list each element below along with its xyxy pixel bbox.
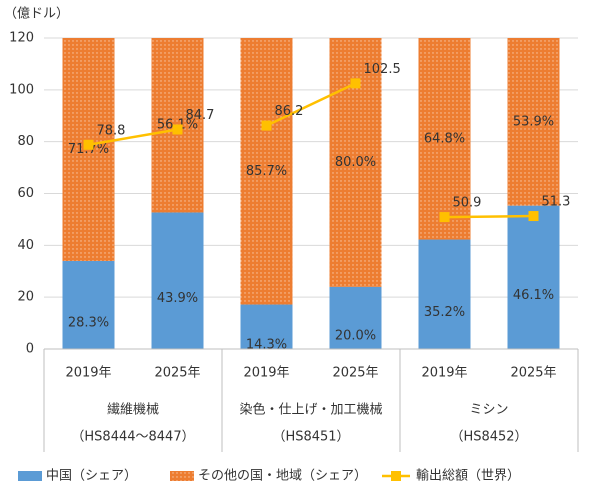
data-label: 86.2 bbox=[275, 104, 304, 119]
line-marker bbox=[350, 78, 361, 89]
legend-label: 中国（シェア） bbox=[46, 469, 137, 484]
bar-segment bbox=[62, 260, 115, 349]
data-label: 64.8% bbox=[424, 131, 465, 146]
data-label: 43.9% bbox=[157, 291, 198, 306]
data-label: 46.1% bbox=[513, 288, 554, 303]
y-tick-label: 20 bbox=[17, 290, 34, 305]
legend-swatch bbox=[170, 471, 194, 481]
data-label: 51.3 bbox=[542, 195, 571, 210]
legend-swatch bbox=[18, 471, 42, 481]
group-label: ミシン bbox=[469, 403, 508, 418]
legend-label: その他の国・地域（シェア） bbox=[198, 469, 367, 484]
bar-segment bbox=[240, 304, 293, 349]
bar-segment bbox=[418, 38, 471, 240]
group-label: 染色・仕上げ・加工機械 bbox=[239, 402, 382, 418]
data-label: 20.0% bbox=[335, 328, 376, 343]
x-tick-label: 2019年 bbox=[65, 366, 111, 381]
x-tick-label: 2025年 bbox=[154, 366, 200, 381]
line-marker bbox=[172, 124, 183, 135]
data-label: 50.9 bbox=[453, 196, 482, 211]
line-marker bbox=[83, 139, 94, 150]
bar-segment bbox=[507, 38, 560, 206]
group-code: （HS8444～8447） bbox=[71, 430, 194, 445]
group-code: （HS8452） bbox=[450, 430, 527, 445]
y-tick-label: 0 bbox=[26, 342, 34, 357]
x-tick-label: 2025年 bbox=[510, 366, 556, 381]
y-unit-label: （億ドル） bbox=[4, 6, 69, 22]
data-label: 28.3% bbox=[68, 315, 109, 330]
bar-segment bbox=[507, 205, 560, 349]
data-label: 53.9% bbox=[513, 114, 554, 129]
data-label: 80.0% bbox=[335, 155, 376, 170]
line-marker bbox=[261, 120, 272, 131]
line bbox=[444, 214, 534, 219]
x-tick-label: 2025年 bbox=[332, 366, 378, 381]
legend-swatch bbox=[391, 471, 401, 481]
data-label: 78.8 bbox=[97, 123, 126, 138]
y-tick-label: 60 bbox=[17, 186, 34, 201]
y-tick-label: 120 bbox=[9, 31, 34, 46]
line-marker bbox=[439, 212, 450, 223]
y-tick-label: 40 bbox=[17, 238, 34, 253]
line bbox=[88, 128, 178, 147]
group-label: 繊維機械 bbox=[107, 402, 159, 418]
bar-segment bbox=[329, 286, 382, 349]
data-label: 102.5 bbox=[364, 62, 401, 77]
data-label: 35.2% bbox=[424, 305, 465, 320]
bar-segment bbox=[418, 239, 471, 349]
y-tick-label: 100 bbox=[9, 82, 34, 97]
x-tick-label: 2019年 bbox=[243, 366, 289, 381]
x-tick-label: 2019年 bbox=[421, 366, 467, 381]
group-code: （HS8451） bbox=[272, 430, 349, 445]
bar-segment bbox=[151, 212, 204, 349]
y-tick-label: 80 bbox=[17, 134, 34, 149]
data-label: 84.7 bbox=[186, 108, 215, 123]
line bbox=[265, 82, 357, 127]
bar-segment bbox=[240, 38, 293, 305]
legend-label: 輸出総額（世界） bbox=[416, 469, 520, 484]
data-label: 14.3% bbox=[246, 337, 287, 352]
line-marker bbox=[528, 211, 539, 222]
data-label: 85.7% bbox=[246, 164, 287, 179]
